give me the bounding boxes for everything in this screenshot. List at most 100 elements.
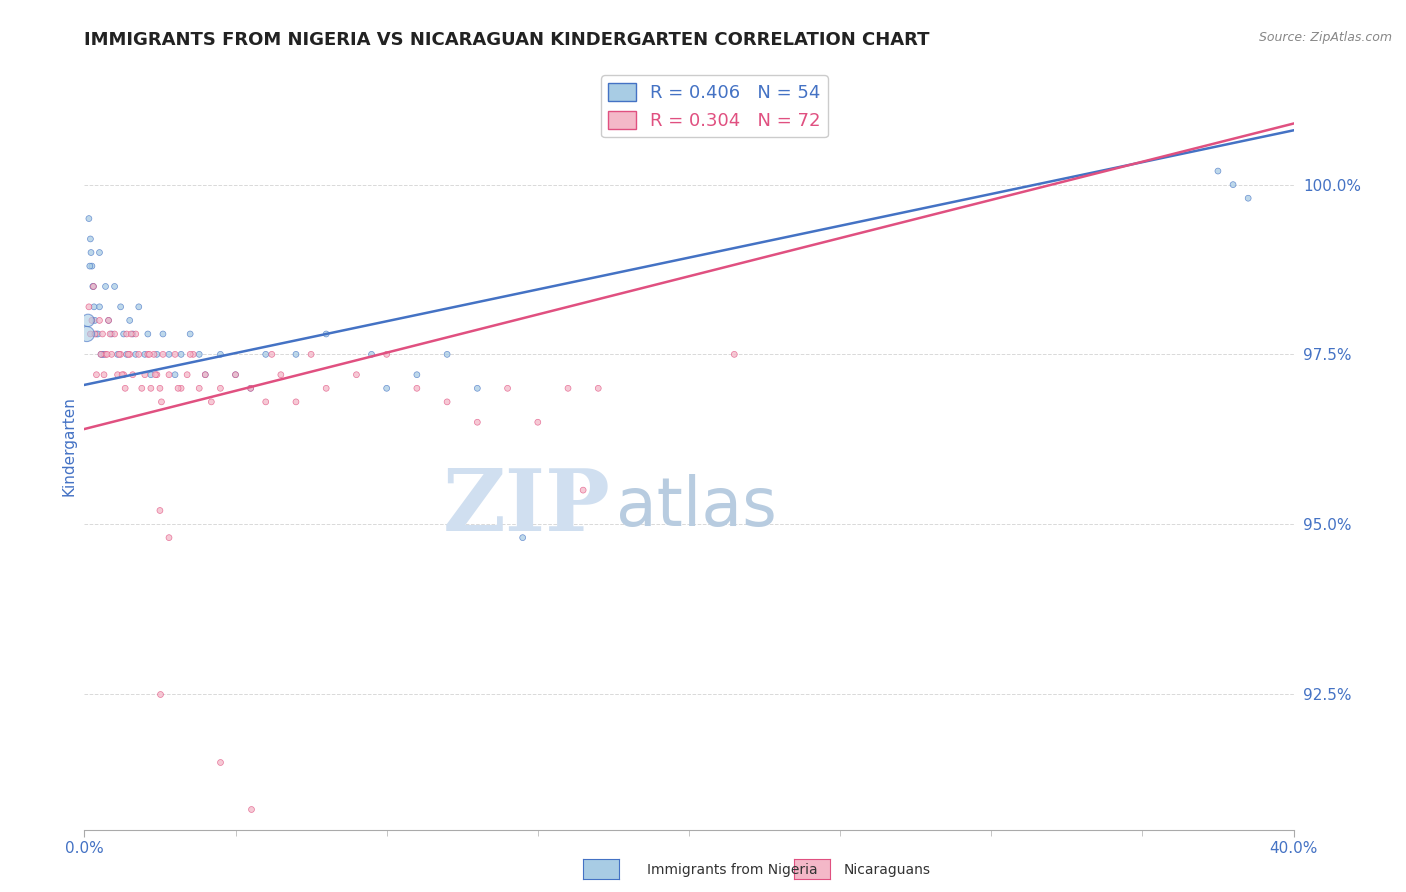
Point	[97, 313, 120, 327]
Point	[115, 347, 138, 361]
Point	[134, 347, 156, 361]
Point	[239, 381, 262, 395]
Text: ZIP: ZIP	[443, 466, 610, 549]
Point	[346, 368, 368, 382]
Point	[239, 802, 262, 816]
Point	[1237, 191, 1260, 205]
Point	[194, 368, 217, 382]
Point	[136, 326, 159, 341]
Point	[170, 381, 193, 395]
Point	[134, 368, 156, 382]
Point	[89, 313, 111, 327]
Point	[209, 347, 232, 361]
Point	[254, 395, 277, 409]
Point	[209, 381, 232, 395]
Point	[299, 347, 322, 361]
Point	[181, 347, 204, 361]
Point	[588, 381, 610, 395]
Point	[176, 368, 198, 382]
Point	[115, 326, 138, 341]
Point	[86, 326, 108, 341]
Y-axis label: Kindergarten: Kindergarten	[60, 396, 76, 496]
Point	[84, 326, 107, 341]
Point	[128, 347, 150, 361]
Point	[152, 347, 174, 361]
Point	[120, 326, 142, 341]
Point	[121, 326, 143, 341]
Legend: R = 0.406   N = 54, R = 0.304   N = 72: R = 0.406 N = 54, R = 0.304 N = 72	[602, 75, 828, 137]
Point	[149, 687, 172, 701]
Point	[285, 347, 308, 361]
Point	[118, 347, 141, 361]
Point	[467, 381, 489, 395]
Point	[179, 347, 201, 361]
Point	[157, 368, 180, 382]
Point	[82, 279, 104, 293]
Point	[82, 279, 104, 293]
Point	[112, 368, 135, 382]
Point	[110, 300, 132, 314]
Point	[93, 368, 115, 382]
Point	[315, 326, 337, 341]
Text: IMMIGRANTS FROM NIGERIA VS NICARAGUAN KINDERGARTEN CORRELATION CHART: IMMIGRANTS FROM NIGERIA VS NICARAGUAN KI…	[84, 31, 929, 49]
Point	[145, 368, 167, 382]
Point	[77, 211, 100, 226]
Point	[270, 368, 292, 382]
Point	[209, 755, 232, 769]
Point	[114, 381, 136, 395]
Text: Immigrants from Nigeria: Immigrants from Nigeria	[647, 863, 817, 877]
Point	[149, 381, 172, 395]
Text: atlas: atlas	[616, 475, 778, 541]
Point	[80, 245, 103, 260]
Point	[406, 368, 429, 382]
Point	[77, 300, 100, 314]
Point	[188, 381, 211, 395]
Text: Source: ZipAtlas.com: Source: ZipAtlas.com	[1258, 31, 1392, 45]
Point	[1206, 164, 1229, 178]
Point	[100, 347, 122, 361]
Point	[84, 313, 107, 327]
Point	[146, 347, 169, 361]
Point	[723, 347, 745, 361]
Point	[111, 368, 134, 382]
Point	[117, 347, 139, 361]
Point	[104, 279, 127, 293]
Point	[121, 368, 143, 382]
Point	[436, 395, 458, 409]
Point	[260, 347, 283, 361]
Text: Nicaraguans: Nicaraguans	[844, 863, 931, 877]
Point	[375, 347, 398, 361]
Point	[527, 415, 550, 429]
Point	[167, 381, 190, 395]
Point	[572, 483, 595, 497]
Point	[104, 326, 127, 341]
Point	[82, 279, 104, 293]
Point	[98, 326, 121, 341]
Point	[80, 313, 103, 327]
Point	[165, 347, 187, 361]
Point	[94, 347, 117, 361]
Point	[79, 232, 101, 246]
Point	[406, 381, 429, 395]
Point	[315, 381, 337, 395]
Point	[136, 347, 159, 361]
Point	[93, 347, 115, 361]
Point	[194, 368, 217, 382]
Point	[285, 395, 308, 409]
Point	[94, 279, 117, 293]
Point	[83, 300, 105, 314]
Point	[89, 245, 111, 260]
Point	[557, 381, 579, 395]
Point	[157, 347, 180, 361]
Point	[200, 395, 222, 409]
Point	[360, 347, 382, 361]
Point	[152, 326, 174, 341]
Point	[149, 503, 172, 517]
Point	[91, 347, 114, 361]
Point	[436, 347, 458, 361]
Point	[254, 347, 277, 361]
Point	[150, 395, 173, 409]
Point	[96, 347, 118, 361]
Point	[87, 326, 110, 341]
Point	[125, 326, 148, 341]
